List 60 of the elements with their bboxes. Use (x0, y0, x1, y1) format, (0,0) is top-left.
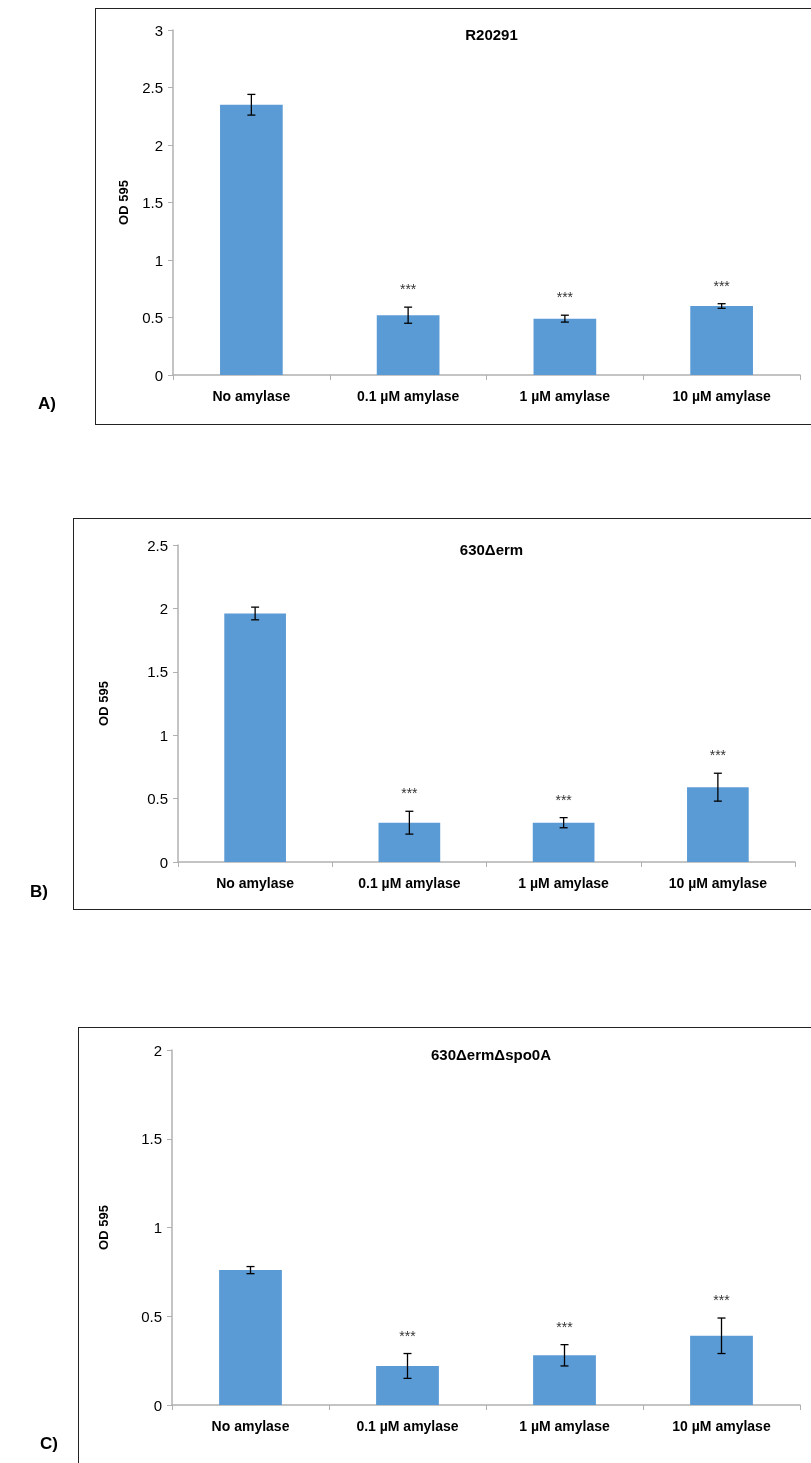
bar (378, 822, 441, 862)
y-tick-label: 0.5 (147, 790, 168, 808)
chart-title: R20291 (465, 26, 518, 43)
y-axis-title: OD 595 (116, 180, 131, 225)
annotation: *** (399, 281, 417, 298)
y-tick-label: 0 (153, 1396, 162, 1414)
y-tick-label: 2.5 (147, 536, 168, 554)
text: A) (38, 394, 56, 413)
annotation: *** (401, 785, 419, 802)
chart-title: 630Δerm (459, 541, 524, 558)
y-tick-label: 1 (159, 726, 168, 744)
chart-title: 630ΔermΔspo0A (431, 1046, 552, 1063)
annotation: *** (709, 747, 727, 764)
bar (533, 1355, 596, 1405)
y-tick-label: 0.5 (141, 1307, 162, 1325)
annotation: *** (556, 1318, 574, 1335)
y-tick-label: 0 (154, 366, 163, 384)
text: C) (40, 1434, 58, 1453)
annotation: *** (556, 289, 574, 306)
x-tick-label: 0.1 µM amylase (357, 388, 460, 404)
y-tick-label: 1.5 (147, 663, 168, 681)
x-tick-label: 10 µM amylase (672, 388, 772, 404)
bar (687, 787, 749, 862)
annotation: *** (713, 277, 731, 294)
bar (220, 104, 283, 375)
x-tick-label: 10 µM amylase (672, 1418, 771, 1434)
annotation: *** (555, 791, 573, 808)
annotation: *** (399, 1327, 417, 1344)
bar (532, 822, 595, 862)
bar (224, 613, 286, 862)
y-tick-label: 2.5 (142, 79, 163, 96)
y-tick-label: 3 (154, 21, 163, 39)
y-tick-label: 1 (153, 1219, 162, 1236)
bar (376, 315, 440, 375)
y-tick-label: 2 (154, 136, 163, 154)
bar (219, 1270, 282, 1405)
y-tick-label: 1.5 (142, 194, 163, 211)
y-tick-label: 0.5 (142, 309, 163, 326)
text: B) (30, 882, 48, 901)
y-axis-title: OD 595 (96, 1205, 111, 1250)
y-tick-label: 0 (159, 853, 168, 871)
x-tick-label: 1 µM amylase (519, 1418, 610, 1434)
annotation: *** (713, 1292, 731, 1309)
x-tick-label: 1 µM amylase (518, 875, 610, 891)
y-tick-label: 1.5 (141, 1130, 162, 1148)
x-tick-label: No amylase (216, 875, 295, 891)
y-tick-label: 2 (153, 1041, 162, 1059)
x-tick-label: 1 µM amylase (519, 388, 611, 404)
y-tick-label: 1 (154, 251, 163, 269)
bar (533, 318, 597, 375)
bar (690, 306, 753, 375)
y-tick-label: 2 (159, 599, 168, 617)
bar (690, 1335, 753, 1405)
x-tick-label: 0.1 µM amylase (356, 1418, 459, 1434)
x-tick-label: 10 µM amylase (668, 875, 768, 891)
x-tick-label: No amylase (212, 388, 291, 404)
x-tick-label: No amylase (211, 1418, 290, 1434)
bar (376, 1365, 439, 1405)
y-axis-title: OD 595 (96, 681, 111, 726)
x-tick-label: 0.1 µM amylase (358, 875, 461, 891)
